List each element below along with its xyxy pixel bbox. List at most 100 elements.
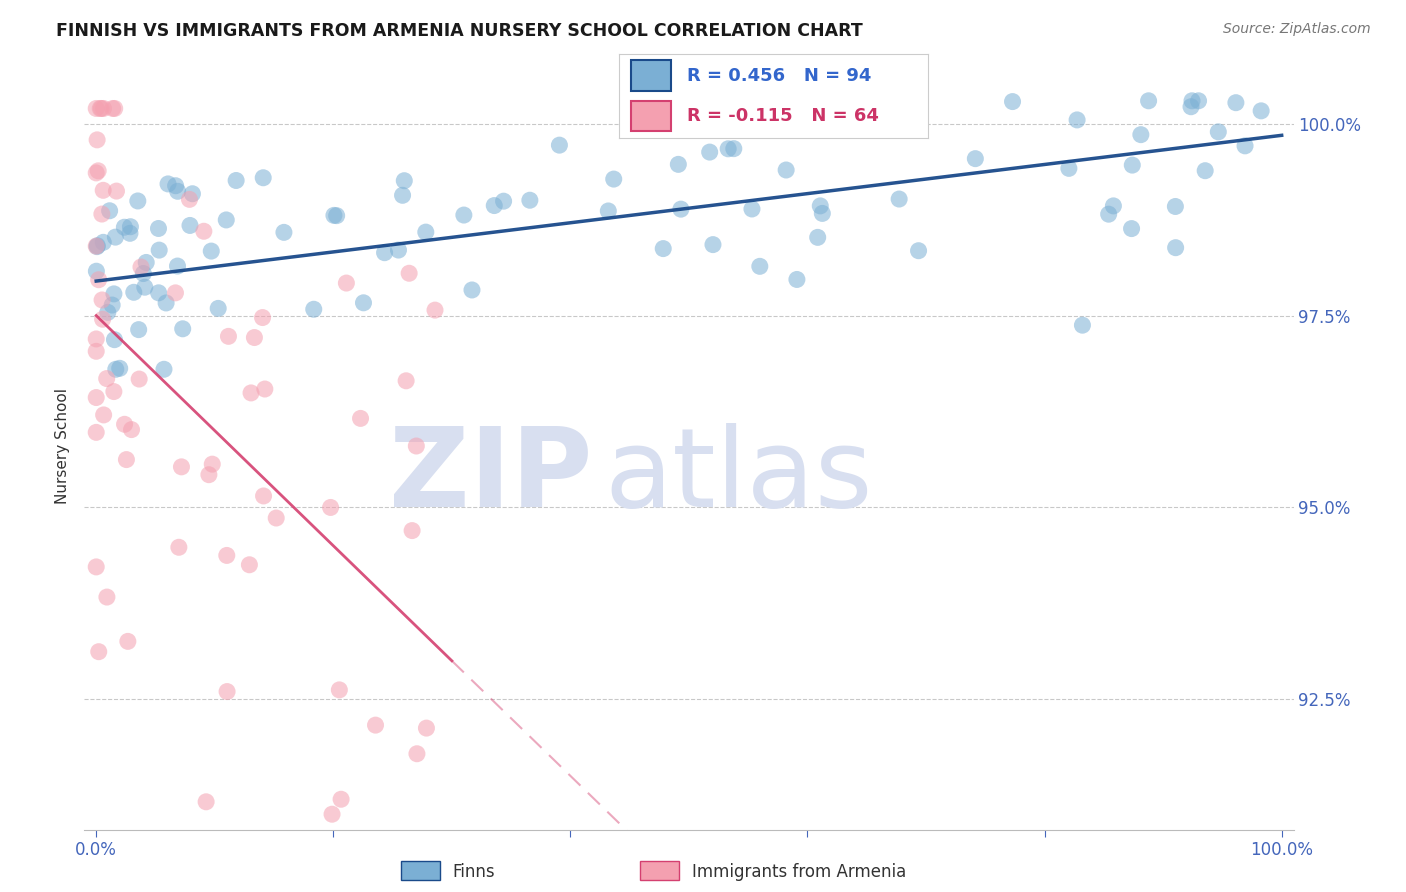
Point: [264, 511, 287, 525]
Point: [394, 174, 416, 188]
Point: [104, 102, 127, 116]
Point: [717, 142, 740, 156]
Point: [1234, 139, 1257, 153]
Point: [1137, 94, 1160, 108]
Point: [201, 457, 224, 471]
Point: [889, 192, 911, 206]
Point: [165, 285, 187, 300]
Point: [157, 177, 180, 191]
Point: [112, 220, 135, 235]
Point: [166, 259, 188, 273]
Point: [1098, 207, 1121, 221]
Point: [179, 219, 201, 233]
Point: [741, 202, 763, 216]
Point: [215, 549, 238, 563]
Point: [238, 558, 260, 572]
Point: [170, 459, 193, 474]
Point: [84, 560, 107, 574]
Point: [91, 293, 114, 307]
Point: [172, 322, 194, 336]
Point: [108, 361, 131, 376]
Point: [786, 272, 808, 286]
Point: [1057, 161, 1080, 176]
Point: [96, 590, 118, 604]
Point: [748, 260, 770, 274]
Point: [127, 194, 149, 208]
Point: [492, 194, 515, 209]
Point: [349, 411, 371, 425]
Point: [91, 312, 114, 326]
Point: [1250, 103, 1272, 118]
Point: [103, 333, 125, 347]
Point: [548, 138, 571, 153]
Point: [731, 100, 754, 114]
Point: [91, 235, 114, 250]
Point: [198, 467, 221, 482]
Point: [1181, 94, 1204, 108]
Point: [252, 489, 274, 503]
Point: [273, 225, 295, 239]
Point: [134, 280, 156, 294]
Point: [217, 684, 239, 698]
Point: [104, 230, 127, 244]
Point: [215, 213, 238, 227]
Point: [423, 303, 446, 318]
Point: [148, 221, 170, 235]
Point: [135, 255, 157, 269]
Point: [115, 452, 138, 467]
Point: [811, 206, 834, 220]
Point: [702, 237, 724, 252]
Point: [391, 188, 413, 202]
Point: [84, 102, 107, 116]
Point: [86, 240, 108, 254]
Point: [1180, 100, 1202, 114]
Text: Finns: Finns: [453, 863, 495, 881]
Point: [225, 173, 247, 187]
Point: [90, 207, 112, 221]
Point: [808, 199, 831, 213]
Point: [84, 166, 107, 180]
Point: [1001, 95, 1024, 109]
Point: [90, 102, 112, 116]
Point: [84, 425, 107, 440]
Point: [699, 145, 721, 160]
Point: [302, 302, 325, 317]
Point: [84, 332, 107, 346]
Point: [89, 102, 111, 116]
Point: [132, 267, 155, 281]
Point: [84, 344, 107, 359]
Text: ZIP: ZIP: [389, 423, 592, 530]
Point: [364, 718, 387, 732]
Point: [217, 329, 239, 343]
Point: [652, 242, 675, 256]
Point: [395, 374, 418, 388]
Point: [104, 362, 127, 376]
Point: [129, 260, 152, 274]
Point: [406, 747, 429, 761]
Point: [1187, 94, 1209, 108]
Point: [330, 792, 353, 806]
Point: [128, 323, 150, 337]
Point: [87, 163, 110, 178]
Text: FINNISH VS IMMIGRANTS FROM ARMENIA NURSERY SCHOOL CORRELATION CHART: FINNISH VS IMMIGRANTS FROM ARMENIA NURSE…: [56, 22, 863, 40]
Point: [405, 439, 427, 453]
Point: [84, 391, 107, 405]
Point: [484, 198, 506, 212]
Point: [1121, 158, 1143, 172]
Point: [179, 193, 201, 207]
Point: [374, 245, 396, 260]
Point: [153, 362, 176, 376]
Point: [86, 238, 108, 252]
Point: [252, 170, 274, 185]
Point: [101, 102, 124, 116]
Point: [669, 202, 692, 216]
Y-axis label: Nursery School: Nursery School: [55, 388, 70, 504]
Point: [86, 133, 108, 147]
Point: [117, 634, 139, 648]
Point: [1164, 241, 1187, 255]
Point: [122, 285, 145, 300]
Point: [1071, 318, 1094, 333]
Point: [1102, 199, 1125, 213]
Point: [181, 186, 204, 201]
Text: Immigrants from Armenia: Immigrants from Armenia: [692, 863, 905, 881]
